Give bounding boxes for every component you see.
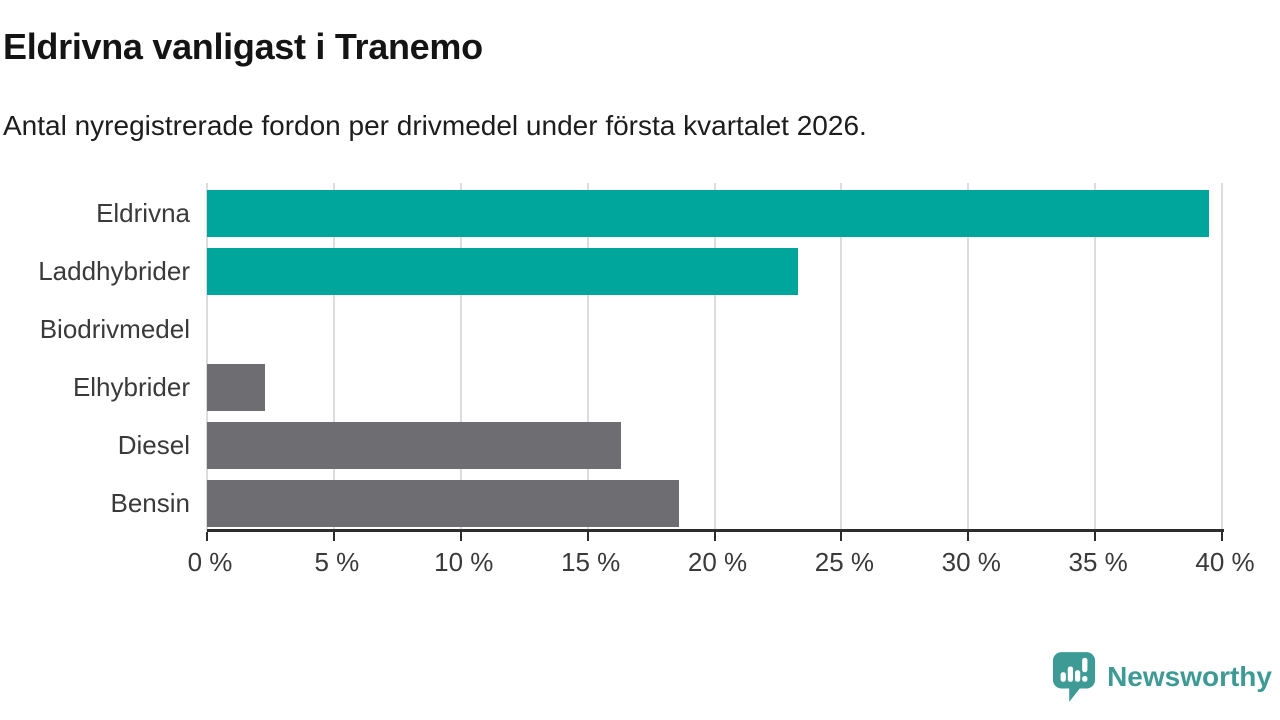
newsworthy-logo-icon	[1052, 652, 1096, 702]
category-label-laddhybrider: Laddhybrider	[38, 256, 190, 286]
x-tick-25	[840, 532, 843, 541]
x-axis-line	[207, 529, 1224, 532]
x-tick-label-5: 5 %	[314, 547, 360, 577]
newsworthy-logo[interactable]: Newsworthy	[1051, 650, 1272, 704]
category-label-diesel: Diesel	[117, 430, 190, 460]
y-axis-labels: Eldrivna Laddhybrider Biodrivmedel Elhybrid…	[0, 183, 190, 531]
x-tick-5	[332, 532, 335, 541]
category-label-bensin: Bensin	[110, 488, 191, 518]
bar-bensin	[207, 480, 679, 527]
gridline-30	[967, 183, 970, 531]
x-tick-15	[586, 532, 589, 541]
bar-laddhybrider	[207, 248, 799, 295]
x-tick-label-20: 20 %	[687, 547, 748, 577]
x-tick-0	[206, 532, 208, 541]
x-tick-label-35: 35 %	[1068, 547, 1128, 577]
x-tick-40	[1221, 532, 1223, 541]
x-tick-label-30: 30 %	[941, 547, 1001, 577]
x-tick-label-15: 15 %	[560, 547, 621, 577]
category-label-eldrivna: Eldrivna	[96, 198, 190, 228]
x-tick-10	[459, 532, 462, 541]
x-tick-label-25: 25 %	[814, 547, 875, 577]
bar-diesel	[207, 422, 621, 469]
gridline-15	[586, 183, 589, 531]
gridline-35	[1094, 183, 1097, 531]
gridline-20	[713, 183, 716, 531]
bar-elhybrider	[207, 364, 266, 411]
x-tick-20	[713, 532, 716, 541]
newsworthy-logo-text: Newsworthy	[1107, 661, 1272, 692]
gridline-5	[332, 183, 335, 531]
gridline-10	[459, 183, 462, 531]
x-tick-30	[967, 532, 970, 541]
x-tick-label-0: 0 %	[187, 547, 233, 577]
gridline-25	[840, 183, 843, 531]
x-tick-label-40: 40 %	[1195, 547, 1255, 577]
category-label-biodrivmedel: Biodrivmedel	[39, 314, 190, 344]
plot-area	[206, 183, 1223, 531]
x-tick-label-10: 10 %	[434, 547, 494, 577]
chart-title: Eldrivna vanligast i Tranemo	[3, 26, 483, 67]
gridline-40	[1221, 183, 1223, 531]
gridline-0	[206, 183, 208, 531]
chart-subtitle: Antal nyregistrerade fordon per drivmede…	[3, 110, 867, 141]
bar-eldrivna	[207, 190, 1210, 237]
category-label-elhybrider: Elhybrider	[72, 372, 190, 402]
x-tick-35	[1094, 532, 1097, 541]
